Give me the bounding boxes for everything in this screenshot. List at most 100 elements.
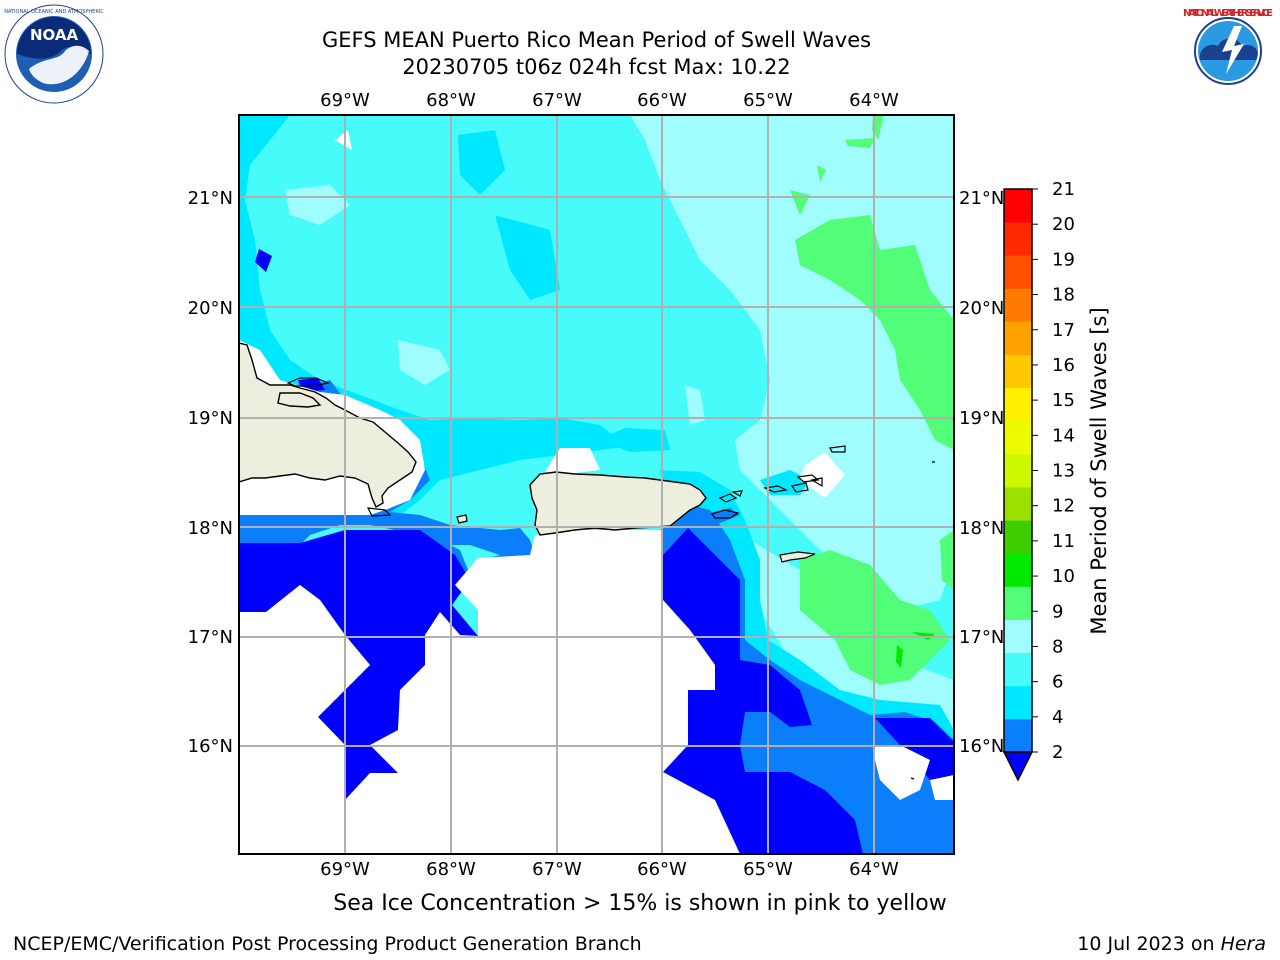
contour-under-2s bbox=[875, 718, 954, 780]
nws-logo-text: NATIONAL WEATHER SERVICE bbox=[1183, 8, 1273, 19]
lon-label-top: 67°W bbox=[532, 90, 582, 111]
colorbar-bin bbox=[1004, 321, 1032, 355]
colorbar-tick-label: 4 bbox=[1052, 707, 1063, 728]
colorbar-bin bbox=[1004, 718, 1032, 753]
contour-8-9s bbox=[285, 185, 350, 225]
colorbar-tick-label: 11 bbox=[1052, 531, 1075, 552]
virgin-islands bbox=[762, 474, 823, 493]
contour-under-2s bbox=[255, 249, 272, 272]
colorbar-bin bbox=[1004, 652, 1032, 687]
contour-9-10s bbox=[795, 215, 954, 450]
culebra-island bbox=[718, 493, 738, 503]
colorbar-tick-label: 6 bbox=[1052, 672, 1063, 693]
contour-9-10s bbox=[845, 138, 875, 148]
contour-4-6s bbox=[760, 470, 810, 495]
lat-label-right: 19°N bbox=[959, 408, 1004, 429]
lat-label-left: 16°N bbox=[188, 736, 233, 757]
contour-under-2s bbox=[663, 772, 863, 854]
lat-label-left: 19°N bbox=[188, 408, 233, 429]
lon-label-bottom: 65°W bbox=[743, 859, 793, 880]
tortuga-island bbox=[286, 377, 331, 387]
colorbar-tick-label: 9 bbox=[1052, 601, 1063, 622]
lat-label-left: 21°N bbox=[188, 188, 233, 209]
colorbar-bin bbox=[1004, 520, 1032, 554]
contour-9-10s bbox=[817, 165, 826, 182]
contour-4-6s bbox=[495, 215, 560, 300]
colorbar-tick-label: 13 bbox=[1052, 461, 1075, 482]
colorbar-bin bbox=[1004, 255, 1032, 289]
lon-label-bottom: 64°W bbox=[849, 859, 899, 880]
lat-label-right: 20°N bbox=[959, 298, 1004, 319]
production-date-text: 10 Jul 2023 on bbox=[1077, 933, 1215, 955]
sea-ice-note: Sea Ice Concentration > 15% is shown in … bbox=[333, 891, 947, 916]
contour-2-4s bbox=[700, 508, 740, 525]
lat-label-left: 17°N bbox=[188, 627, 233, 648]
colorbar-tick-label: 18 bbox=[1052, 285, 1075, 306]
lat-label-right: 16°N bbox=[959, 736, 1004, 757]
map-frame bbox=[238, 114, 955, 855]
lon-label-top: 69°W bbox=[320, 90, 370, 111]
contour-8-9s bbox=[398, 340, 450, 385]
nws-logo-icon: NATIONAL WEATHER SERVICE bbox=[1182, 5, 1274, 97]
graticule bbox=[239, 115, 954, 854]
contour-4-6s bbox=[458, 130, 505, 195]
vieques-island bbox=[711, 509, 740, 519]
contour-9-10s bbox=[940, 530, 954, 590]
colorbar-bin bbox=[1004, 222, 1032, 256]
colorbar-bin bbox=[1004, 288, 1032, 322]
colorbar-bin bbox=[1004, 189, 1032, 223]
lon-label-top: 65°W bbox=[743, 90, 793, 111]
masked-region bbox=[800, 452, 845, 498]
anegada-island bbox=[829, 445, 846, 453]
colorbar-bin bbox=[1004, 354, 1032, 389]
masked-region bbox=[545, 448, 600, 475]
lon-label-bottom: 66°W bbox=[637, 859, 687, 880]
colorbar-bin bbox=[1004, 387, 1032, 422]
lon-label-top: 68°W bbox=[426, 90, 476, 111]
small-island bbox=[366, 507, 392, 517]
mona-island bbox=[456, 514, 468, 524]
colorbar-tick-label: 20 bbox=[1052, 214, 1075, 235]
lat-label-right: 21°N bbox=[959, 188, 1004, 209]
hispaniola-landmass bbox=[239, 342, 417, 508]
colorbar-bin bbox=[1004, 586, 1032, 620]
lon-label-bottom: 69°W bbox=[320, 859, 370, 880]
contour-10-11s bbox=[896, 645, 903, 668]
colorbar-bin bbox=[1004, 619, 1032, 654]
masked-region bbox=[875, 745, 930, 800]
masked-region bbox=[335, 130, 352, 150]
colorbar bbox=[1002, 188, 1034, 782]
svg-text:NATIONAL OCEANIC AND ATMOSPHER: NATIONAL OCEANIC AND ATMOSPHERIC bbox=[4, 9, 104, 15]
small-islets bbox=[731, 461, 935, 780]
colorbar-label: Mean Period of Swell Waves [s] bbox=[1087, 307, 1111, 634]
lon-label-bottom: 68°W bbox=[426, 859, 476, 880]
colorbar-tick-label: 12 bbox=[1052, 496, 1075, 517]
colorbar-under-arrow bbox=[1002, 751, 1034, 782]
map-subtitle: 20230705 t06z 024h fcst Max: 10.22 bbox=[402, 55, 791, 79]
machine-name: Hera bbox=[1220, 933, 1266, 955]
colorbar-tick-label: 8 bbox=[1052, 636, 1063, 657]
lon-label-bottom: 67°W bbox=[532, 859, 582, 880]
map-title: GEFS MEAN Puerto Rico Mean Period of Swe… bbox=[321, 28, 872, 52]
colorbar-bin bbox=[1004, 685, 1032, 720]
masked-region bbox=[239, 530, 740, 854]
production-date: 10 Jul 2023 on Hera bbox=[1077, 933, 1266, 955]
lat-label-right: 17°N bbox=[959, 627, 1004, 648]
lat-label-left: 20°N bbox=[188, 298, 233, 319]
hispaniola-north-coast bbox=[277, 392, 322, 408]
noaa-logo-text: NOAA bbox=[30, 26, 79, 44]
colorbar-tick-label: 16 bbox=[1052, 355, 1075, 376]
st-croix-island bbox=[779, 551, 816, 563]
colorbar-tick-label: 17 bbox=[1052, 320, 1075, 341]
lat-label-right: 18°N bbox=[959, 518, 1004, 539]
colorbar-tick-label: 14 bbox=[1052, 425, 1075, 446]
colorbar-bin bbox=[1004, 487, 1032, 521]
colorbar-tick-label: 21 bbox=[1052, 179, 1075, 200]
colorbar-ticks: 21 20 19 18 17 16 15 14 13 12 11 10 9 8 6 4 2 bbox=[1032, 179, 1075, 763]
colorbar-tick-label: 10 bbox=[1052, 566, 1075, 587]
colorbar-bin bbox=[1004, 420, 1032, 455]
producer-credit: NCEP/EMC/Verification Post Processing Pr… bbox=[13, 933, 642, 955]
lat-label-left: 18°N bbox=[188, 518, 233, 539]
noaa-logo-icon: NOAA NATIONAL OCEANIC AND ATMOSPHERIC bbox=[4, 4, 104, 104]
